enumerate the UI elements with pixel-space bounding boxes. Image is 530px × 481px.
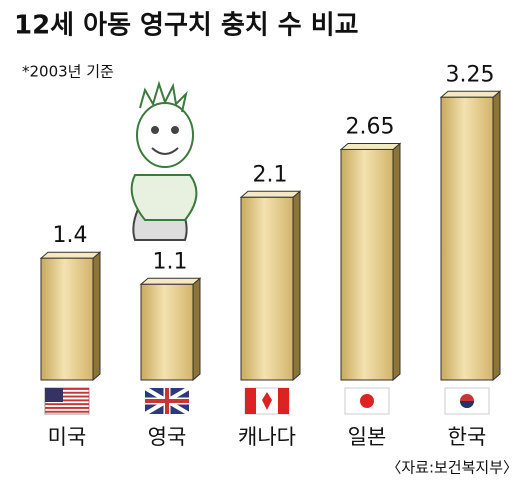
bar-side [92,251,101,382]
value-label: 1.4 [53,223,88,248]
x-tick-label: 일본 [348,425,387,449]
value-label: 2.65 [346,114,395,139]
flag [45,388,89,390]
flag [460,401,474,408]
bar [340,148,394,381]
flag [45,388,63,402]
source: 〈자료:보건복지부〉 [386,459,518,477]
x-tick-label: 캐나다 [238,425,296,449]
flag [45,399,89,402]
bar-side [292,190,301,382]
flag [45,407,89,409]
value-label: 3.25 [446,62,495,87]
flag [278,388,289,414]
x-tick-label: 한국 [448,425,487,449]
bar-top [39,251,102,259]
x-tick-label: 미국 [48,425,87,449]
bar-top [139,277,202,285]
bar-top [239,190,302,198]
mascot [130,80,198,241]
bar-top [439,90,502,98]
flag [262,392,272,410]
flag [360,394,374,408]
bar-side [492,90,501,382]
bar [240,196,294,381]
flag [45,391,89,394]
bar-top [339,142,402,150]
value-label: 1.1 [153,249,188,274]
bar-side [392,142,401,382]
flag [45,410,89,413]
flag [45,403,89,406]
flag [45,395,89,398]
chart-subtitle: *2003년 기준 [22,63,114,81]
bar [440,96,494,381]
flag [245,388,256,414]
bar [40,257,94,381]
value-label: 2.1 [253,162,288,187]
x-tick-label: 영국 [148,425,187,449]
flag [145,388,189,414]
bar-side [192,277,201,382]
chart-title: 12세 아동 영구치 충치 수 비교 [14,11,359,41]
bar [140,283,194,381]
